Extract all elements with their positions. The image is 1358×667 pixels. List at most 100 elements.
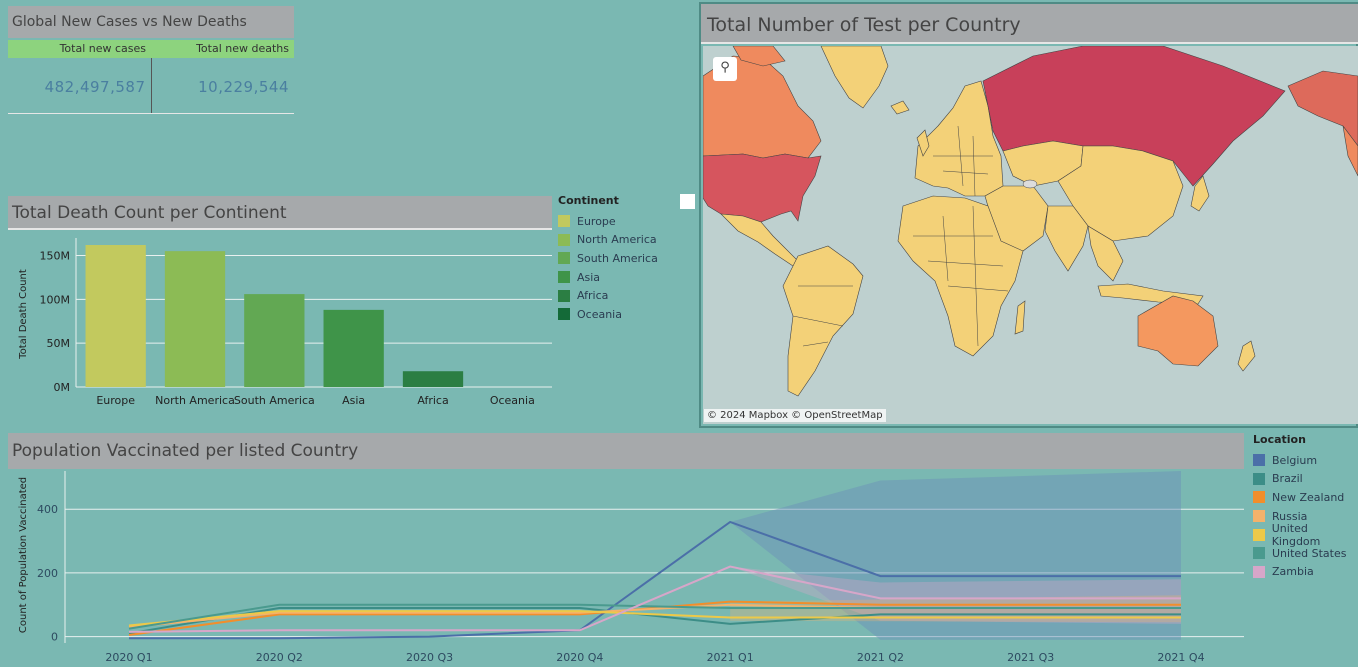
location-legend-label: Belgium — [1272, 453, 1318, 467]
vaccination-line-chart: 2020 Q1 2020 Q2 2020 Q3 2020 Q4 2021 Q1 2021 … — [8, 469, 1244, 667]
far-right-canada[interactable] — [1342, 125, 1358, 177]
location-legend-item-zambia[interactable]: Zambia — [1253, 563, 1358, 582]
tests-per-country-map[interactable] — [703, 46, 1358, 424]
total-new-deaths-label: Total new deaths — [196, 42, 289, 55]
bar-europe[interactable] — [85, 245, 146, 387]
location-legend-label: Brazil — [1272, 472, 1303, 486]
line-y-tick-label: 400 — [37, 503, 58, 516]
bar-x-tick-label: Europe — [96, 394, 135, 407]
greenland[interactable] — [820, 46, 889, 109]
continent-legend-label: Africa — [577, 289, 609, 303]
location-legend-item-new-zealand[interactable]: New Zealand — [1253, 488, 1358, 507]
location-legend-swatch — [1253, 510, 1265, 523]
location-legend-item-belgium[interactable]: Belgium — [1253, 451, 1358, 470]
location-legend-item-united-states[interactable]: United States — [1253, 544, 1358, 563]
location-legend-swatch — [1253, 491, 1265, 504]
united-states[interactable] — [703, 153, 822, 223]
bar-y-tick-label: 100M — [40, 293, 71, 306]
line-x-tick-label: 2021 Q3 — [1007, 651, 1054, 664]
line-x-tick-label: 2021 Q4 — [1157, 651, 1204, 664]
continent-legend-item-oceania[interactable]: Oceania — [558, 305, 658, 324]
kpi-value-row: 482,497,587 10,229,544 — [8, 58, 294, 114]
bar-south-america[interactable] — [244, 294, 305, 387]
bar-x-tick-label: Asia — [342, 394, 365, 407]
bar-x-tick-label: South America — [234, 394, 315, 407]
continent-legend-label: Europe — [577, 214, 616, 228]
unlisted-area — [1022, 179, 1038, 189]
iceland[interactable] — [890, 100, 910, 115]
series-line-belgium[interactable] — [129, 520, 1181, 640]
map-attribution: © 2024 Mapbox © OpenStreetMap — [704, 409, 886, 422]
new-zealand[interactable] — [1237, 340, 1256, 372]
continent-legend-title: Continent — [558, 194, 619, 207]
bar-y-tick-label: 150M — [40, 250, 71, 263]
continent-legend-label: South America — [577, 251, 658, 265]
total-new-cases-label: Total new cases — [59, 42, 146, 55]
line-y-tick-label: 200 — [37, 567, 58, 580]
bar-y-tick-label: 0M — [54, 381, 71, 394]
series-line-united-states[interactable] — [128, 603, 1181, 630]
bar-x-tick-label: North America — [155, 394, 235, 407]
bar-north-america[interactable] — [164, 251, 226, 387]
location-legend-swatch — [1253, 565, 1265, 578]
continent-legend: Continent Europe North America South Ameri… — [558, 194, 658, 324]
continent-legend-item-asia[interactable]: Asia — [558, 268, 658, 287]
bar-x-tick-label: Oceania — [490, 394, 535, 407]
bar-y-tick-label: 50M — [47, 337, 71, 350]
continent-legend-item-south-america[interactable]: South America — [558, 249, 658, 268]
continent-legend-swatch — [558, 308, 570, 321]
continent-legend-label: Asia — [577, 270, 601, 284]
southeast-asia[interactable] — [1087, 225, 1124, 282]
location-legend-label: Zambia — [1272, 565, 1314, 579]
series-line-zambia[interactable] — [128, 565, 1181, 633]
series-line-united-kingdom[interactable] — [128, 610, 1181, 627]
continent-legend-label: Oceania — [577, 307, 622, 321]
location-legend-item-russia[interactable]: Russia — [1253, 507, 1358, 526]
location-legend-swatch — [1253, 454, 1265, 467]
bar-x-tick-label: Africa — [417, 394, 448, 407]
australia[interactable] — [1137, 295, 1219, 367]
location-legend-item-united-kingdom[interactable]: United Kingdom — [1253, 522, 1358, 548]
line-x-tick-label: 2021 Q1 — [707, 651, 754, 664]
total-new-cases-value: 482,497,587 — [8, 58, 152, 113]
location-legend-swatch — [1253, 528, 1265, 541]
total-new-deaths-value: 10,229,544 — [198, 78, 289, 96]
bar-asia[interactable] — [323, 309, 384, 387]
search-icon[interactable]: ⚲ — [713, 57, 737, 81]
location-legend: Location Belgium Brazil New Zealand Russia U… — [1253, 433, 1358, 581]
india[interactable] — [1044, 205, 1089, 272]
continent-legend-item-north-america[interactable]: North America — [558, 231, 658, 250]
china[interactable] — [1057, 145, 1184, 242]
continent-legend-swatch — [558, 215, 570, 228]
map-panel-title: Total Number of Test per Country — [701, 4, 1358, 44]
line-x-tick-label: 2020 Q2 — [256, 651, 303, 664]
kpi-panel-title: Global New Cases vs New Deaths — [8, 6, 294, 38]
continent-legend-item-africa[interactable]: Africa — [558, 286, 658, 305]
location-legend-item-brazil[interactable]: Brazil — [1253, 470, 1358, 489]
continent-legend-swatch — [558, 289, 570, 302]
united-kingdom[interactable] — [916, 129, 930, 157]
madagascar[interactable] — [1014, 300, 1026, 335]
continent-legend-swatch — [558, 252, 570, 265]
location-legend-swatch — [1253, 472, 1265, 485]
series-line-brazil[interactable] — [128, 606, 1181, 635]
continent-legend-label: North America — [577, 233, 657, 247]
line-x-tick-label: 2020 Q1 — [105, 651, 152, 664]
location-legend-label: United Kingdom — [1271, 521, 1321, 548]
location-legend-label: United States — [1272, 546, 1347, 560]
zambia-forecast-band — [730, 566, 1181, 624]
canada-islands[interactable] — [732, 46, 786, 67]
japan[interactable] — [1190, 175, 1210, 212]
continent-legend-swatch — [558, 233, 570, 246]
location-legend-swatch — [1253, 547, 1265, 560]
continent-legend-item-europe[interactable]: Europe — [558, 212, 658, 231]
death-count-bar-chart: Europe North America South America Asia Afri… — [8, 232, 552, 424]
kpi-header-row: Total new cases Total new deaths — [8, 40, 294, 58]
bar-africa[interactable] — [402, 371, 464, 387]
legend-toggle-square[interactable] — [680, 194, 695, 209]
line-x-tick-label: 2020 Q4 — [556, 651, 603, 664]
line-x-tick-label: 2021 Q2 — [857, 651, 904, 664]
location-legend-label: Russia — [1272, 509, 1308, 523]
line-y-axis-label: Count of Population Vaccinated — [18, 477, 29, 633]
bar-chart-title: Total Death Count per Continent — [8, 196, 552, 230]
